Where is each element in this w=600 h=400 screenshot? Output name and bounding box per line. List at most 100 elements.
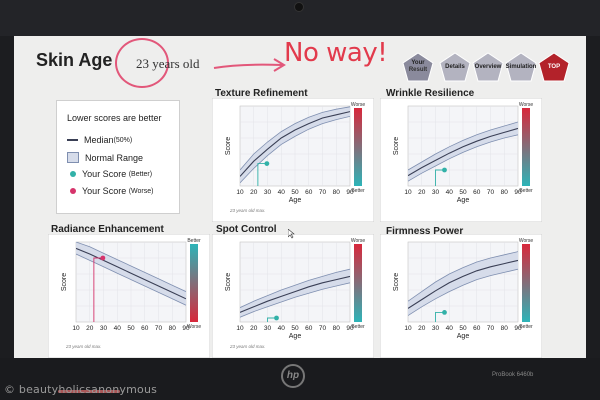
laptop-bezel-top xyxy=(0,0,600,36)
your-score-dot xyxy=(442,310,447,315)
x-tick-label: 30 xyxy=(432,325,440,332)
x-tick-label: 20 xyxy=(250,325,258,332)
y-axis-label: Score xyxy=(225,273,232,291)
score-indicator-line xyxy=(435,311,445,322)
median-line xyxy=(240,275,350,313)
legend-normal-range: Normal Range xyxy=(67,152,143,163)
band-upper-line xyxy=(240,268,350,308)
severity-scale-bar xyxy=(522,244,530,322)
nav-overview-button[interactable]: Overview xyxy=(472,52,504,82)
legend-median-label: Median xyxy=(84,135,114,145)
scale-bottom-label: Worse xyxy=(187,324,202,330)
band-upper-line xyxy=(240,106,350,171)
legend-worse: Your Score (Worse) xyxy=(67,186,153,196)
x-tick-label: 80 xyxy=(501,189,509,196)
x-tick-label: 80 xyxy=(333,325,341,332)
app-screen: Skin Age 23 years old No way! Your Result… xyxy=(14,36,586,358)
scale-bottom-label: Better xyxy=(519,188,533,194)
legend-better-label: Your Score xyxy=(82,169,127,179)
scale-top-label: Worse xyxy=(519,102,534,108)
nav-simulation-button[interactable]: Simulation xyxy=(505,52,537,82)
y-axis-label: Score xyxy=(225,137,232,155)
chart-footnote: 23 years old max. xyxy=(229,208,266,213)
nav-your-result-button[interactable]: Your Result xyxy=(402,52,434,82)
x-tick-label: 50 xyxy=(127,325,135,332)
x-tick-label: 60 xyxy=(473,325,481,332)
median-line xyxy=(408,259,518,309)
scale-top-label: Worse xyxy=(351,238,366,244)
chart-title-wrinkle-resilience: Wrinkle Resilience xyxy=(386,88,475,99)
band-lower-line xyxy=(408,134,518,182)
chart-texture-refinement: 10 20 30 40 50 60 70 80 90 Age Score Worse Better 23 … xyxy=(212,98,374,222)
nav-details-button[interactable]: Details xyxy=(439,52,471,82)
median-line xyxy=(76,247,186,300)
x-tick-label: 90 xyxy=(346,189,354,196)
legend-worse-sub: (Worse) xyxy=(128,187,154,195)
handwritten-circle-annotation xyxy=(115,38,169,88)
chart-footnote: 23 years old max. xyxy=(229,344,266,349)
x-tick-label: 60 xyxy=(305,325,313,332)
x-tick-label: 40 xyxy=(278,189,286,196)
your-score-dot xyxy=(100,255,106,261)
band-upper-line xyxy=(76,242,186,292)
x-tick-label: 30 xyxy=(264,189,272,196)
y-axis-label: Score xyxy=(61,273,68,291)
watermark-strike xyxy=(58,390,120,393)
x-tick-label: 30 xyxy=(432,189,440,196)
x-tick-label: 10 xyxy=(404,189,412,196)
nav-top-button[interactable]: TOP xyxy=(538,52,570,82)
scale-top-label: Better xyxy=(187,238,201,244)
mouse-cursor-icon xyxy=(288,229,295,239)
band-lower-line xyxy=(240,282,350,318)
x-tick-label: 20 xyxy=(250,189,258,196)
x-tick-label: 50 xyxy=(459,189,467,196)
score-indicator-line xyxy=(257,163,267,186)
x-tick-label: 20 xyxy=(86,325,94,332)
severity-scale-bar xyxy=(354,244,362,322)
y-axis-label: Score xyxy=(393,137,400,155)
x-axis-label: Age xyxy=(457,333,470,340)
scale-bottom-label: Better xyxy=(351,188,365,194)
x-tick-label: 10 xyxy=(404,325,412,332)
your-score-dot xyxy=(264,161,270,166)
legend-median: Median (50%) xyxy=(67,135,132,145)
normal-range-band xyxy=(408,251,518,316)
x-tick-label: 40 xyxy=(446,325,454,332)
page-title: Skin Age xyxy=(36,50,113,70)
chart-radiance-enhancement: 10 20 30 40 50 60 70 80 90 Score Better Worse 23 yea… xyxy=(48,234,210,358)
x-tick-label: 60 xyxy=(473,189,481,196)
chart-title-texture-refinement: Texture Refinement xyxy=(215,88,308,99)
severity-scale-bar xyxy=(190,244,198,322)
laptop-model: ProBook 6460b xyxy=(492,372,534,378)
x-axis-label: Age xyxy=(289,333,302,340)
watermark-text: beautyholicsanonymous xyxy=(18,383,158,396)
score-indicator-line xyxy=(435,169,445,186)
median-line xyxy=(240,111,350,177)
x-tick-label: 60 xyxy=(305,189,313,196)
x-tick-label: 30 xyxy=(100,325,108,332)
band-lower-line xyxy=(240,116,350,184)
legend-better: Your Score (Better) xyxy=(67,169,152,179)
x-tick-label: 70 xyxy=(319,189,327,196)
normal-range-band xyxy=(240,269,350,318)
chart-spot-control: 10 20 30 40 50 60 70 80 90 Age Score Worse Better 23 … xyxy=(212,234,374,358)
x-tick-label: 20 xyxy=(418,189,426,196)
hp-logo: hp xyxy=(281,364,305,388)
x-tick-label: 10 xyxy=(236,189,244,196)
scale-top-label: Worse xyxy=(519,238,534,244)
x-tick-label: 90 xyxy=(514,325,522,332)
severity-scale-bar xyxy=(354,108,362,186)
webcam xyxy=(294,2,304,12)
x-tick-label: 70 xyxy=(319,325,327,332)
x-tick-label: 90 xyxy=(514,189,522,196)
scale-bottom-label: Better xyxy=(351,324,365,330)
legend-normal-label: Normal Range xyxy=(85,152,144,163)
chart-wrinkle-resilience: 10 20 30 40 50 60 70 80 90 Age Score Worse Better xyxy=(380,98,542,222)
band-lower-line xyxy=(76,253,186,306)
better-dot-icon xyxy=(70,171,76,177)
median-line xyxy=(408,127,518,177)
x-tick-label: 70 xyxy=(487,189,495,196)
median-line-icon xyxy=(67,139,78,141)
normal-range-swatch-icon xyxy=(67,152,79,163)
legend-better-sub: (Better) xyxy=(128,170,153,178)
